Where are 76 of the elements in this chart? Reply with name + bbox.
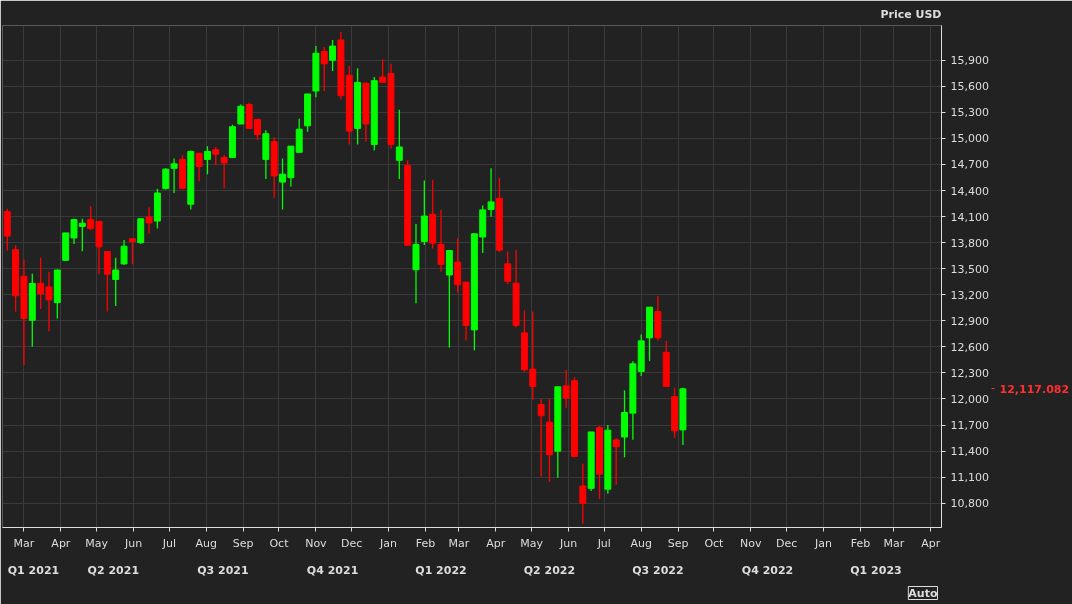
x-tick-label: Aug <box>195 536 218 550</box>
y-axis-title: Price USD <box>880 7 942 21</box>
candlestick <box>195 152 203 182</box>
x2-tick-label: Q3 2021 <box>197 563 249 577</box>
candlestick <box>170 157 178 194</box>
candlestick <box>162 167 170 191</box>
x-tick-label: Apr <box>486 536 506 550</box>
y-tick-label: 11,700 <box>950 419 989 433</box>
y-tick-label: 11,400 <box>950 445 989 459</box>
candlestick <box>128 238 136 265</box>
x-tick-label: Jul <box>161 536 176 550</box>
x2-tick-label: Q2 2021 <box>87 563 140 577</box>
y-tick-label: 14,700 <box>950 158 989 172</box>
candlestick <box>220 154 228 189</box>
x-tick-label: Dec <box>341 536 363 550</box>
x-tick-label: Mar <box>448 536 470 550</box>
candlestick <box>504 250 512 285</box>
candlestick <box>395 109 403 180</box>
candlestick <box>537 398 545 478</box>
y-tick-label: 12,000 <box>950 392 989 406</box>
x-tick-label: Sep <box>667 536 689 550</box>
y-tick-label: 15,300 <box>950 106 989 120</box>
y-tick-label: 11,100 <box>950 471 989 485</box>
y-tick-label: 12,600 <box>950 340 989 354</box>
y-tick-label: 13,200 <box>950 288 989 302</box>
y-tick-label: 13,800 <box>950 236 989 250</box>
x-tick-label: Jul <box>596 536 611 550</box>
x2-tick-label: Q1 2022 <box>415 563 467 577</box>
candlestick <box>103 250 111 313</box>
y-tick-label: 14,100 <box>950 210 989 224</box>
y-tick-label: 15,000 <box>950 132 989 146</box>
y-tick-label: 12,300 <box>950 366 989 380</box>
x-tick-label: Dec <box>775 536 798 550</box>
y-tick-label: 12,900 <box>950 314 989 328</box>
x-tick-label: Sep <box>232 536 254 550</box>
x2-tick-label: Q3 2022 <box>632 563 684 577</box>
x-tick-label: Nov <box>305 536 328 550</box>
x-tick-label: Nov <box>740 536 763 550</box>
x2-tick-label: Q2 2022 <box>523 563 576 577</box>
y-tick-label: 15,600 <box>950 80 989 94</box>
candlestick <box>612 437 620 486</box>
x-tick-label: Feb <box>415 536 436 550</box>
candlestick <box>203 145 211 175</box>
candlestick <box>120 239 128 266</box>
x2-tick-label: Q1 2023 <box>850 563 902 577</box>
candlestick <box>237 103 245 125</box>
candlestick <box>112 257 120 307</box>
x-tick-label: Feb <box>850 536 871 550</box>
candlestick <box>212 146 220 166</box>
x-tick-label: Jan <box>379 536 398 550</box>
y-tick-label: 13,500 <box>950 262 989 276</box>
x-tick-label: Mar <box>883 536 905 550</box>
x-tick-label: Aug <box>630 536 652 550</box>
candlestick <box>320 46 328 92</box>
y-tick-label: 15,900 <box>950 54 989 68</box>
ref-line-label: 12,117.082 <box>999 382 1070 396</box>
candlestick <box>579 463 587 525</box>
x-tick-label: Oct <box>269 536 290 550</box>
x-tick-label: May <box>85 536 109 550</box>
x-tick-label: May <box>520 536 544 550</box>
candlestick <box>437 209 445 273</box>
candlestick <box>329 39 337 72</box>
x-tick-label: Jun <box>123 536 143 550</box>
x2-tick-label: Q4 2022 <box>741 563 794 577</box>
x-tick-label: Jan <box>814 536 833 550</box>
x-tick-label: Oct <box>704 536 725 550</box>
x2-tick-label: Q4 2021 <box>306 563 359 577</box>
y-tick-label: 10,800 <box>950 497 989 511</box>
candlestick <box>145 206 153 235</box>
x-tick-label: Apr <box>921 536 941 550</box>
y-tick-label: 14,400 <box>950 184 989 198</box>
x-tick-label: Jun <box>558 536 578 550</box>
x-tick-label: Mar <box>13 536 35 550</box>
x2-tick-label: Q1 2021 <box>7 563 60 577</box>
x-tick-label: Apr <box>51 536 71 550</box>
candlestick <box>137 218 145 245</box>
